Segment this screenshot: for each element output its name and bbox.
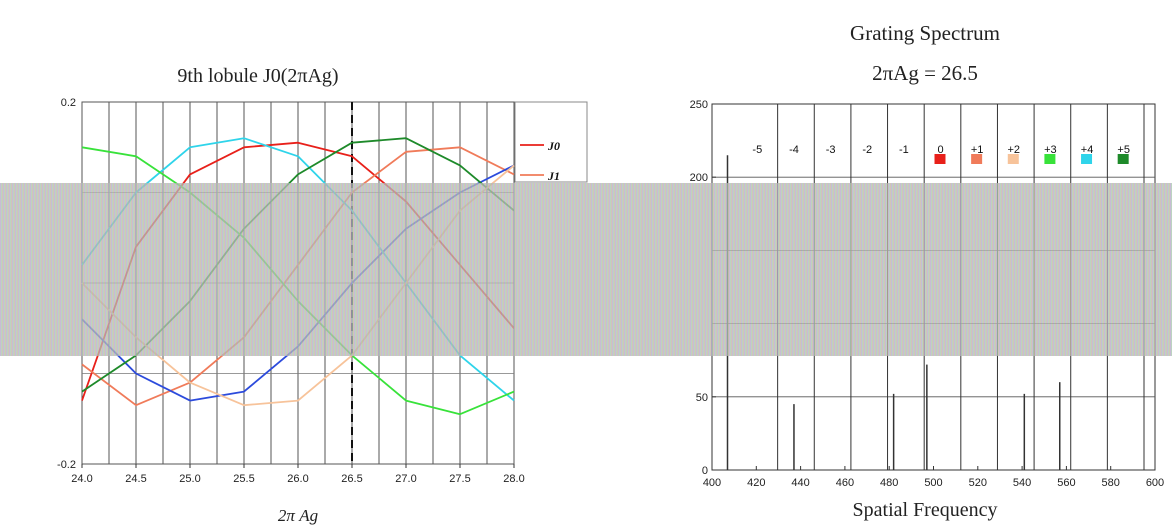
bessel-x-tick-label: 28.0 bbox=[503, 473, 524, 485]
bessel-x-tick-label: 27.5 bbox=[449, 473, 470, 485]
bessel-x-ticks: 24.0 24.5 25.0 25.5 26.0 26.5 27.0 27.5 28.0 bbox=[71, 464, 525, 485]
spectrum-chart-title: Grating Spectrum bbox=[850, 21, 1000, 45]
bessel-x-tick-label: 27.0 bbox=[395, 473, 416, 485]
spectrum-order-label: -1 bbox=[899, 144, 909, 156]
spectrum-order-swatch bbox=[1117, 154, 1129, 164]
spectrum-x-tick-label: 480 bbox=[880, 477, 898, 489]
bessel-x-tick-label: 25.0 bbox=[179, 473, 200, 485]
spectrum-order-label: +1 bbox=[971, 144, 984, 156]
bessel-legend-entries: J0 J1 bbox=[520, 139, 560, 183]
spectrum-order-label: +5 bbox=[1117, 144, 1130, 156]
spectrum-order-swatch bbox=[1081, 154, 1093, 164]
bessel-legend bbox=[514, 101, 588, 183]
spectrum-chart-subtitle: 2πAg = 26.5 bbox=[872, 61, 978, 85]
spectrum-x-tick-label: 600 bbox=[1146, 477, 1164, 489]
spectrum-order-swatch bbox=[1007, 154, 1019, 164]
spectrum-order-label: +3 bbox=[1044, 144, 1057, 156]
spectrum-y-ticks: 0 50 200 250 bbox=[690, 99, 716, 477]
bessel-y-ticks: 0.2 -0.2 bbox=[57, 97, 76, 471]
bessel-x-tick-label: 24.5 bbox=[125, 473, 146, 485]
spectrum-x-tick-label: 560 bbox=[1057, 477, 1075, 489]
spectrum-x-tick-label: 460 bbox=[836, 477, 854, 489]
spectrum-order-label: +4 bbox=[1081, 144, 1094, 156]
spectrum-x-tick-label: 520 bbox=[969, 477, 987, 489]
spectrum-y-tick-label: 200 bbox=[690, 172, 708, 184]
spectrum-x-tick-label: 580 bbox=[1102, 477, 1120, 489]
bessel-x-axis-label: 2π Ag bbox=[278, 506, 318, 525]
spectrum-x-tick-label: 400 bbox=[703, 477, 721, 489]
bessel-x-tick-label: 26.0 bbox=[287, 473, 308, 485]
spectrum-order-label: -3 bbox=[826, 144, 836, 156]
bessel-legend-label: J1 bbox=[547, 169, 560, 183]
glitch-band bbox=[0, 183, 1172, 356]
spectrum-y-tick-label: 0 bbox=[702, 465, 708, 477]
spectrum-order-label: -5 bbox=[752, 144, 762, 156]
spectrum-y-tick-label: 50 bbox=[696, 392, 708, 404]
bessel-y-tick-label: -0.2 bbox=[57, 459, 76, 471]
spectrum-x-axis-label: Spatial Frequency bbox=[853, 499, 998, 521]
bessel-x-tick-label: 25.5 bbox=[233, 473, 254, 485]
spectrum-x-tick-label: 420 bbox=[747, 477, 765, 489]
spectrum-x-tick-label: 500 bbox=[924, 477, 942, 489]
bessel-chart-title: 9th lobule J0(2πAg) bbox=[177, 65, 338, 87]
spectrum-x-ticks: 400 420 440 460 480 500 520 540 560 580 600 bbox=[703, 466, 1164, 489]
spectrum-order-label: -2 bbox=[862, 144, 872, 156]
spectrum-order-label: +2 bbox=[1007, 144, 1020, 156]
spectrum-x-tick-label: 440 bbox=[791, 477, 809, 489]
bessel-y-tick-label: 0.2 bbox=[61, 97, 76, 109]
spectrum-order-swatch bbox=[1044, 154, 1056, 164]
bessel-x-tick-label: 26.5 bbox=[341, 473, 362, 485]
spectrum-order-swatch bbox=[971, 154, 983, 164]
spectrum-x-tick-label: 540 bbox=[1013, 477, 1031, 489]
spectrum-order-swatch bbox=[934, 154, 946, 164]
bessel-x-tick-label: 24.0 bbox=[71, 473, 92, 485]
spectrum-y-tick-label: 250 bbox=[690, 99, 708, 111]
spectrum-order-label: 0 bbox=[937, 144, 943, 156]
spectrum-order-label: -4 bbox=[789, 144, 799, 156]
bessel-legend-label: J0 bbox=[547, 139, 560, 153]
